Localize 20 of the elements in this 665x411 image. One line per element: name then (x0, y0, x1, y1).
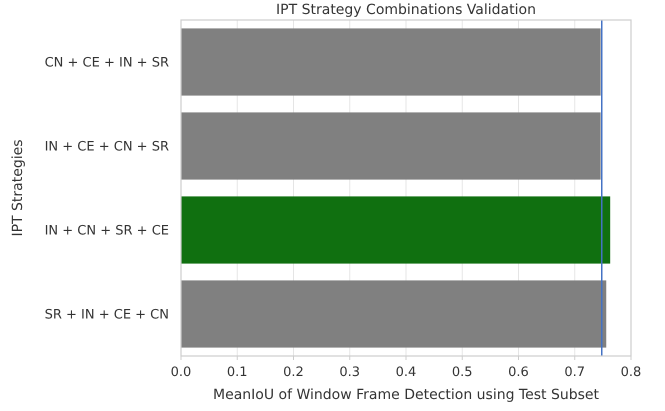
x-tick-label: 0.5 (452, 365, 473, 380)
x-tick-label: 0.6 (508, 365, 529, 380)
x-tick-label: 0.0 (170, 365, 192, 380)
x-tick-label: 0.2 (283, 365, 304, 380)
y-tick-label: IN + CN + SR + CE (44, 224, 169, 239)
y-tick-label: CN + CE + IN + SR (44, 56, 169, 71)
x-tick-label: 0.4 (396, 365, 416, 380)
bar (181, 280, 606, 348)
y-tick-label: IN + CE + CN + SR (44, 140, 169, 155)
bar (181, 112, 601, 180)
y-tick-label: SR + IN + CE + CN (44, 308, 169, 323)
x-tick-label: 0.1 (226, 365, 248, 380)
bar (181, 196, 610, 264)
x-tick-label: 0.8 (620, 365, 642, 380)
x-tick-label: 0.3 (339, 365, 360, 380)
x-tick-label: 0.7 (564, 365, 586, 380)
chart-title: IPT Strategy Combinations Validation (276, 2, 536, 18)
bar (181, 28, 601, 96)
y-axis-title: IPT Strategies (10, 139, 26, 237)
x-axis-title: MeanIoU of Window Frame Detection using Test Subset (213, 387, 600, 403)
